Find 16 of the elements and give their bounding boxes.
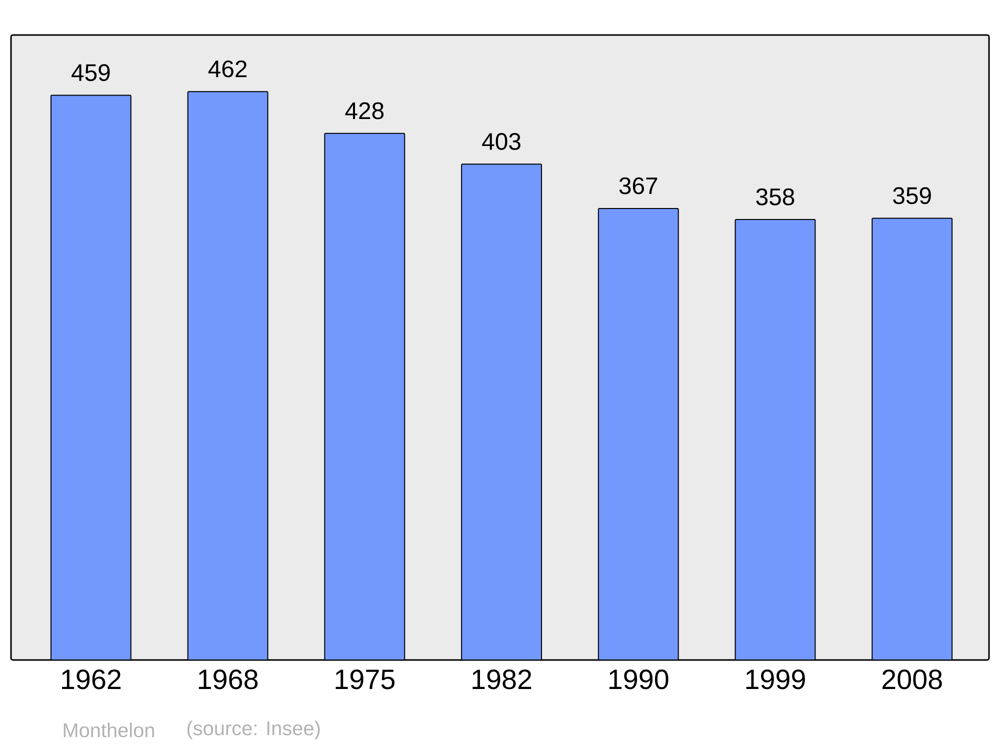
x-tick-label: 1968 <box>198 670 258 690</box>
data-label: 403 <box>482 133 520 150</box>
data-label: 459 <box>72 64 110 82</box>
data-label: 428 <box>345 102 384 120</box>
data-label: 358 <box>756 188 794 206</box>
x-tick-label: 1982 <box>472 670 532 690</box>
x-tick-label: 1999 <box>746 670 805 690</box>
x-tick-label: 1990 <box>609 670 668 690</box>
text: Monthelon <box>64 722 154 738</box>
x-tick-label: 1962 <box>62 670 121 690</box>
data-label: 367 <box>619 177 658 194</box>
text: (source: Insee) <box>187 720 320 740</box>
data-label: 462 <box>208 60 247 78</box>
data-label: 359 <box>893 187 931 204</box>
x-tick-label: 1975 <box>336 670 394 690</box>
x-tick-label: 2008 <box>882 670 942 690</box>
